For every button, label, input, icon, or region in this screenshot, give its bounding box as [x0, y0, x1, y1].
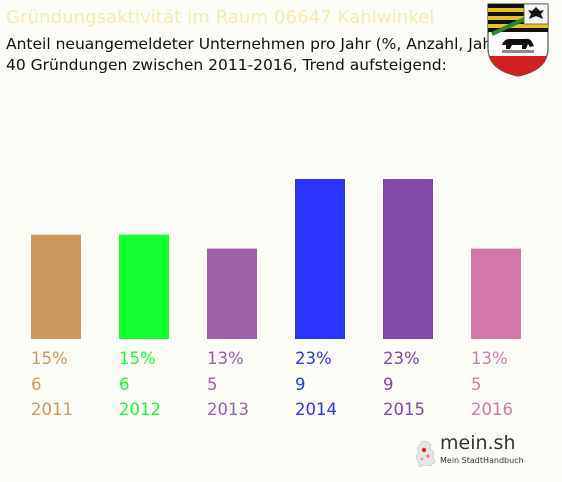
- bar-2012: [119, 234, 169, 339]
- bar-percent-label: 13%: [207, 349, 244, 368]
- logo-subtext: Mein StadtHandbuch: [440, 456, 524, 465]
- bar-2014: [295, 179, 345, 339]
- x-tick-label: 2011: [31, 400, 73, 419]
- bar-2013: [207, 248, 257, 339]
- chart-title: Gründungsaktivität im Raum 06647 Kahlwin…: [6, 7, 435, 28]
- bar-percent-label: 15%: [31, 349, 68, 368]
- bar-percent-label: 13%: [471, 349, 508, 368]
- bar-count-label: 6: [31, 375, 42, 394]
- bar-2016: [471, 248, 521, 339]
- x-tick-label: 2012: [119, 400, 161, 419]
- x-tick-label: 2013: [207, 400, 249, 419]
- germany-map-icon: [415, 440, 436, 468]
- bar-2015: [383, 179, 433, 339]
- bar-count-label: 9: [295, 375, 306, 394]
- x-tick-label: 2016: [471, 400, 513, 419]
- bar-2011: [31, 234, 81, 339]
- bar-percent-label: 23%: [295, 349, 332, 368]
- bar-count-label: 6: [119, 375, 130, 394]
- chart-subtitle-line2: 40 Gründungen zwischen 2011-2016, Trend …: [6, 56, 447, 74]
- logo-text: mein.sh: [440, 432, 516, 454]
- x-tick-label: 2015: [383, 400, 425, 419]
- bar-percent-label: 15%: [119, 349, 156, 368]
- brand-logo[interactable]: mein.sh Mein StadtHandbuch: [414, 432, 526, 472]
- bar-count-label: 5: [471, 375, 482, 394]
- chart-subtitle-line1: Anteil neuangemeldeter Unternehmen pro J…: [6, 35, 505, 53]
- bar-percent-label: 23%: [383, 349, 420, 368]
- bar-count-label: 5: [207, 375, 218, 394]
- coat-of-arms-icon: [487, 3, 549, 77]
- bar-count-label: 9: [383, 375, 394, 394]
- x-tick-label: 2014: [295, 400, 337, 419]
